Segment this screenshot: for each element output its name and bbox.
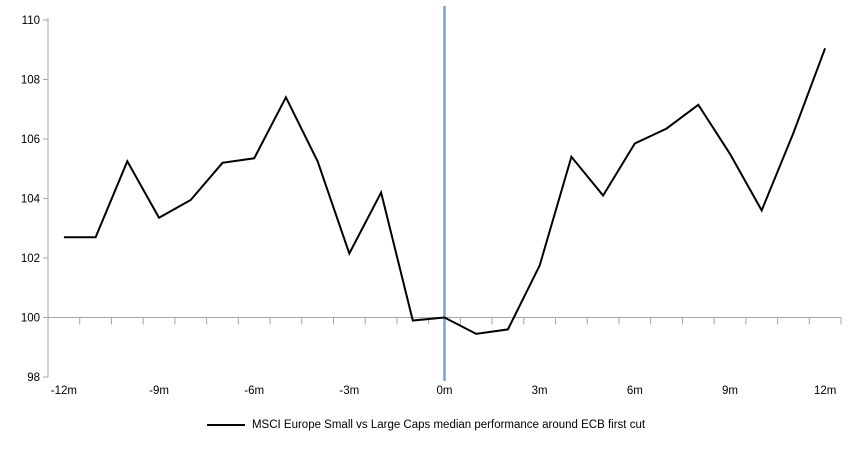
x-axis-tick-label: -3m	[339, 385, 359, 397]
y-axis-tick-label: 98	[27, 372, 40, 384]
y-axis-tick-label: 100	[21, 313, 40, 325]
legend: MSCI Europe Small vs Large Caps median p…	[0, 417, 852, 433]
y-axis-tick-label: 102	[21, 253, 40, 265]
x-axis-tick-label: 12m	[814, 385, 836, 397]
x-axis-tick-label: 9m	[722, 385, 738, 397]
x-axis-tick-label: -9m	[149, 385, 169, 397]
y-axis-tick-label: 108	[21, 75, 40, 87]
legend-line-swatch	[206, 424, 245, 426]
series-line	[63, 47, 827, 335]
y-axis-tick-label: 104	[21, 194, 41, 206]
x-axis-tick-label: 3m	[532, 385, 548, 397]
y-axis-tick-label: 110	[22, 15, 40, 27]
x-axis-tick-label: 6m	[627, 385, 643, 397]
x-axis-tick-label: -6m	[244, 385, 264, 397]
x-axis-tick-label: -12m	[51, 385, 77, 397]
y-axis-tick-label: 106	[21, 134, 40, 146]
legend-label: MSCI Europe Small vs Large Caps median p…	[251, 419, 646, 431]
x-axis-tick-label: 0m	[437, 385, 453, 397]
